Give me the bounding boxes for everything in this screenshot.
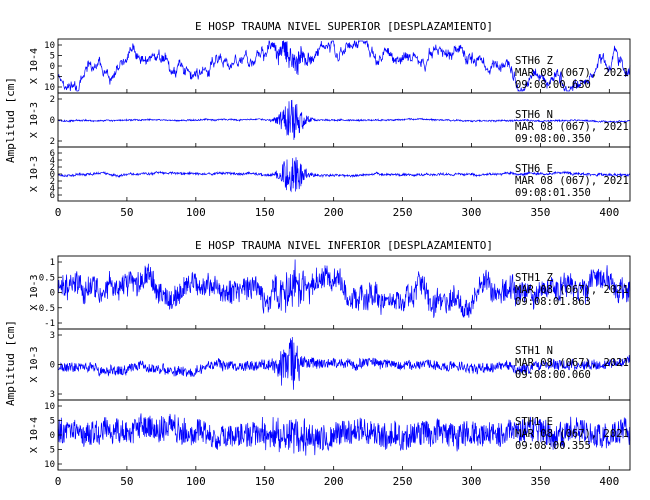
date-label: MAR 08 (067), 2021	[515, 121, 629, 133]
x-tick-label: 50	[120, 206, 133, 219]
y-tick-label: -1	[44, 319, 55, 329]
y-tick-label: 5	[50, 52, 55, 62]
time-label: 09:08:00.350	[515, 133, 591, 145]
x-tick-label: 400	[599, 475, 619, 488]
station-label: STH6 E	[515, 163, 553, 175]
x-tick-label: 0	[55, 206, 62, 219]
scale-label: X 10-4	[29, 417, 40, 453]
x-tick-label: 350	[530, 475, 550, 488]
y-tick-label: 1	[50, 258, 55, 268]
scale-label: X 10-3	[29, 346, 40, 382]
waveform-trace	[58, 157, 631, 193]
date-label: MAR 08 (067), 2021	[515, 67, 629, 79]
y-tick-label: 5	[50, 73, 55, 83]
date-label: MAR 08 (067), 2021	[515, 428, 629, 440]
y-tick-label: 0.5	[39, 273, 55, 283]
y-tick-label: 6	[50, 191, 55, 201]
x-tick-label: 150	[255, 475, 275, 488]
y-axis-label: Amplitud [cm]	[4, 77, 17, 163]
waveform-trace	[57, 259, 631, 318]
y-tick-label: -0.5	[33, 304, 55, 314]
station-label: STH1 Z	[515, 272, 553, 284]
waveform-trace	[57, 336, 631, 390]
x-tick-label: 0	[55, 475, 62, 488]
x-tick-label: 250	[393, 206, 413, 219]
y-tick-label: 0	[50, 116, 55, 126]
station-label: STH1 E	[515, 416, 553, 428]
x-tick-label: 200	[324, 475, 344, 488]
y-tick-label: 10	[44, 41, 55, 51]
y-tick-label: 0	[50, 62, 55, 72]
y-tick-label: 2	[50, 95, 55, 105]
date-label: MAR 08 (067), 2021	[515, 284, 629, 296]
chart-title: E HOSP TRAUMA NIVEL SUPERIOR [DESPLAZAMI…	[195, 20, 493, 33]
scale-label: X 10-3	[29, 102, 40, 138]
station-label: STH6 Z	[515, 55, 553, 67]
scale-label: X 10-4	[29, 48, 40, 84]
y-tick-label: 5	[50, 446, 55, 456]
date-label: MAR 08 (067), 2021	[515, 175, 629, 187]
chart-1: E HOSP TRAUMA NIVEL SUPERIOR [DESPLAZAMI…	[4, 20, 631, 219]
x-tick-label: 50	[120, 475, 133, 488]
y-tick-label: 0	[50, 289, 55, 299]
chart-title: E HOSP TRAUMA NIVEL INFERIOR [DESPLAZAMI…	[195, 239, 493, 252]
y-tick-label: 2	[50, 177, 55, 187]
x-tick-label: 300	[462, 206, 482, 219]
waveform-trace	[57, 413, 631, 456]
x-tick-label: 350	[530, 206, 550, 219]
y-tick-label: 4	[50, 156, 55, 166]
y-tick-label: 0	[50, 431, 55, 441]
waveform-trace	[57, 99, 631, 140]
y-axis-label: Amplitud [cm]	[4, 320, 17, 406]
y-tick-label: 6	[50, 149, 55, 159]
y-tick-label: 10	[44, 402, 55, 412]
station-label: STH1 N	[515, 345, 553, 357]
y-tick-label: 3	[50, 390, 55, 400]
x-tick-label: 400	[599, 206, 619, 219]
x-tick-label: 150	[255, 206, 275, 219]
date-label: MAR 08 (067), 2021	[515, 357, 629, 369]
y-tick-label: 4	[50, 184, 55, 194]
waveform-trace	[57, 39, 631, 92]
y-tick-label: 0	[50, 361, 55, 371]
y-tick-label: 5	[50, 417, 55, 427]
time-label: 09:08:01.350	[515, 187, 591, 199]
station-label: STH6 N	[515, 109, 553, 121]
x-tick-label: 250	[393, 475, 413, 488]
x-tick-label: 100	[186, 475, 206, 488]
time-label: 09:08:01.863	[515, 296, 591, 308]
y-tick-label: 3	[50, 331, 55, 341]
x-tick-label: 100	[186, 206, 206, 219]
y-tick-label: 10	[44, 83, 55, 93]
x-tick-label: 200	[324, 206, 344, 219]
y-tick-label: 0	[50, 170, 55, 180]
time-label: 09:08:00.355	[515, 440, 591, 452]
time-label: 09:08:00.060	[515, 369, 591, 381]
y-tick-label: 2	[50, 163, 55, 173]
y-tick-label: 2	[50, 137, 55, 147]
y-tick-label: 10	[44, 460, 55, 470]
time-label: 09:08:00.630	[515, 79, 591, 91]
chart-2: E HOSP TRAUMA NIVEL INFERIOR [DESPLAZAMI…	[4, 239, 631, 488]
scale-label: X 10-3	[29, 274, 40, 310]
scale-label: X 10-3	[29, 156, 40, 192]
x-tick-label: 300	[462, 475, 482, 488]
